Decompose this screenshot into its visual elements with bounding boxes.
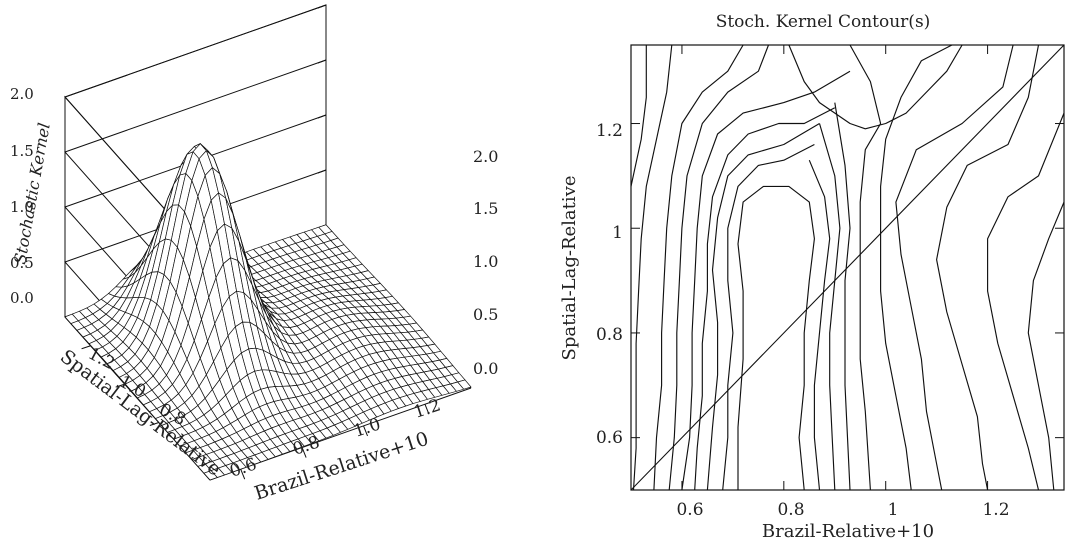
surface-z-tick-right: 2.0 — [473, 147, 498, 166]
surface-gridline — [64, 4, 327, 261]
contour-line — [668, 44, 770, 491]
surface-z-tick-left: 0.5 — [10, 254, 34, 272]
contour-reference-line — [630, 44, 1065, 491]
surface-z-tick-left: 1.0 — [10, 198, 34, 216]
contour-y-axis-label: Spatial-Lag-Relative — [559, 176, 580, 361]
surface-x-tick-mark — [363, 425, 368, 437]
surface-y-tick-mark — [81, 345, 91, 350]
contour-x-tick-label: 1 — [888, 500, 899, 520]
surface-mesh-cell — [457, 379, 472, 390]
contour-x-tick-label: 1.2 — [982, 500, 1009, 520]
contour-y-tick-label: 0.6 — [596, 428, 623, 448]
contour-axis-ticks — [631, 45, 1064, 490]
contour-lines — [630, 44, 1065, 491]
surface-z-tick-left: 2.0 — [10, 85, 34, 103]
contour-line — [737, 185, 815, 491]
surface-y-tick-mark — [115, 383, 125, 388]
surface-z-ticks-left: 2.0 1.5 1.0 0.5 0.0 — [10, 85, 34, 307]
surface-z-tick-right: 0.0 — [473, 359, 498, 378]
contour-line — [895, 44, 1014, 491]
contour-line — [722, 143, 815, 491]
surface-z-tick-right: 1.0 — [473, 252, 498, 271]
contour-line — [808, 159, 831, 491]
surface-z-tick — [317, 59, 327, 64]
contour-y-tick-label: 1 — [612, 223, 623, 243]
surface-y-tick-mark — [149, 421, 159, 426]
contour-y-tick-labels: 0.6 0.8 1 1.2 — [596, 121, 623, 448]
contour-x-tick-label: 0.6 — [676, 500, 703, 520]
contour-line — [632, 44, 673, 491]
contour-line — [880, 44, 953, 491]
surface-z-tick-left: 1.5 — [10, 142, 34, 160]
surface-z-tick-right: 0.5 — [473, 305, 498, 324]
contour-line — [849, 44, 882, 491]
surface-x-tick-mark — [301, 447, 307, 458]
contour-plot-frame — [630, 44, 1065, 491]
surface-z-tick — [317, 114, 327, 119]
surface-mesh — [64, 143, 472, 481]
contour-line — [818, 123, 841, 491]
contour-title: Stoch. Kernel Contour(s) — [716, 12, 931, 32]
contour-line — [706, 123, 820, 491]
surface-plot: 2.0 1.5 1.0 0.5 0.0 2.0 1.5 1.0 0.5 0.0 … — [10, 4, 498, 505]
surface-z-tick-left: 0.0 — [10, 289, 34, 307]
surface-z-ticks-right: 2.0 1.5 1.0 0.5 0.0 — [473, 147, 498, 378]
surface-z-tick — [317, 169, 327, 174]
contour-y-tick-label: 1.2 — [596, 121, 623, 141]
contour-line — [834, 102, 851, 491]
contour-x-axis-label: Brazil-Relative+10 — [762, 521, 934, 542]
contour-line — [936, 44, 1040, 491]
surface-x-tick-mark — [424, 404, 430, 415]
contour-plot: Stoch. Kernel Contour(s) 0.6 0.8 1 1.2 0… — [559, 12, 1065, 542]
contour-line — [788, 44, 963, 130]
contour-x-tick-labels: 0.6 0.8 1 1.2 — [676, 500, 1009, 520]
surface-z-tick-right: 1.5 — [473, 199, 498, 218]
contour-line — [694, 107, 836, 491]
contour-line — [1027, 201, 1065, 491]
contour-line — [987, 112, 1065, 491]
contour-x-tick-label: 0.8 — [777, 500, 804, 520]
surface-x-tick-mark — [240, 468, 246, 480]
contour-y-tick-label: 0.8 — [596, 325, 623, 345]
contour-line — [653, 44, 744, 491]
contour-line — [630, 45, 647, 187]
contour-line — [681, 70, 851, 491]
surface-z-tick — [317, 4, 327, 9]
